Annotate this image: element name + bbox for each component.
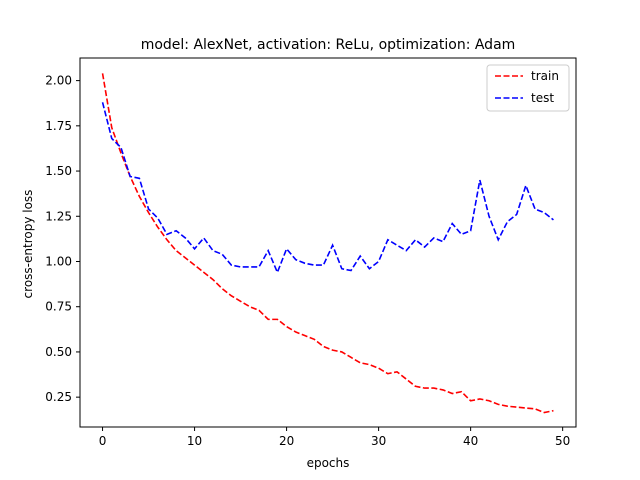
y-tick-label: 1.75 xyxy=(45,119,72,133)
y-tick-label: 1.25 xyxy=(45,209,72,223)
legend-label-train: train xyxy=(531,69,559,83)
y-axis-label: cross-entropy loss xyxy=(21,190,35,299)
chart-title: model: AlexNet, activation: ReLu, optimi… xyxy=(141,37,516,53)
x-axis-label: epochs xyxy=(307,456,350,470)
legend: train test xyxy=(486,64,570,112)
series-layer xyxy=(101,73,554,414)
x-tick-label: 0 xyxy=(99,434,107,448)
plot-frame xyxy=(79,57,577,428)
y-tick-label: 0.50 xyxy=(45,345,72,359)
y-axis: 0.25 0.50 0.75 1.00 1.25 1.50 1.75 2.00 xyxy=(45,74,80,404)
x-tick-label: 10 xyxy=(187,434,202,448)
plot-area xyxy=(79,57,577,428)
y-tick-label: 1.50 xyxy=(45,164,72,178)
y-tick-label: 2.00 xyxy=(45,74,72,88)
y-tick-label: 0.75 xyxy=(45,300,72,314)
y-tick-label: 1.00 xyxy=(45,254,72,268)
x-tick-label: 50 xyxy=(555,434,570,448)
series-line-test xyxy=(101,102,554,275)
series-line-train xyxy=(101,73,554,414)
x-tick-label: 30 xyxy=(371,434,386,448)
x-tick-label: 40 xyxy=(463,434,478,448)
x-axis: 0 10 20 30 40 50 xyxy=(99,427,570,448)
x-tick-label: 20 xyxy=(279,434,294,448)
y-tick-label: 0.25 xyxy=(45,390,72,404)
legend-label-test: test xyxy=(531,91,554,105)
